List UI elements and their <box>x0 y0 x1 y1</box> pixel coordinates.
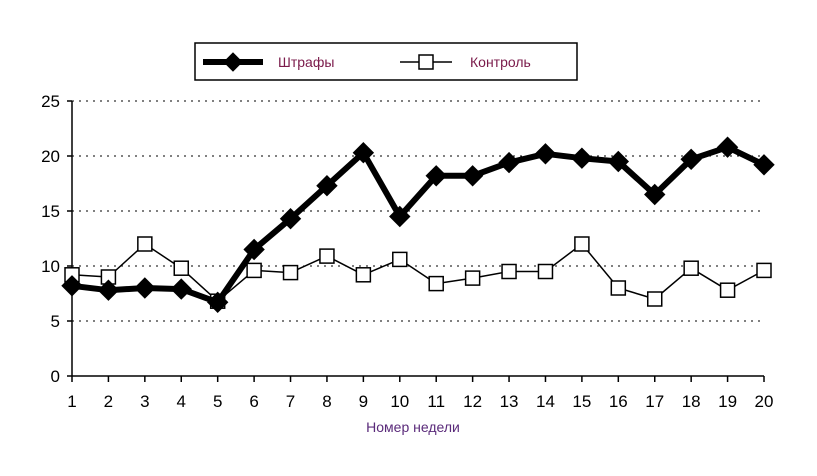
y-tick-label: 20 <box>41 147 60 166</box>
series-point-square <box>574 236 590 252</box>
x-tick-label: 13 <box>500 392 519 411</box>
series-point-diamond <box>534 143 557 165</box>
y-tick-label: 15 <box>41 202 60 221</box>
x-tick-label: 8 <box>322 392 331 411</box>
legend-item-penalties: Штрафы <box>203 52 334 72</box>
series-point-diamond <box>97 279 120 301</box>
x-tick-label: 7 <box>286 392 295 411</box>
x-axis-title: Номер недели <box>366 419 460 435</box>
y-tick-label: 25 <box>41 92 60 111</box>
x-tick-label: 4 <box>177 392 186 411</box>
legend: Штрафы Контроль <box>194 42 578 81</box>
x-tick-label: 20 <box>755 392 774 411</box>
series-point-diamond <box>716 136 739 158</box>
x-tick-label: 15 <box>572 392 591 411</box>
series-point-square <box>355 267 372 283</box>
series-point-diamond <box>279 207 302 230</box>
x-tick-label: 10 <box>390 392 409 411</box>
series-point-diamond <box>389 205 411 228</box>
x-tick-label: 1 <box>67 392 76 411</box>
series-point-diamond <box>498 151 520 174</box>
series-point-diamond <box>644 183 666 206</box>
x-tick-label: 5 <box>213 392 222 411</box>
series-point-diamond <box>680 148 702 171</box>
series-point-diamond <box>425 165 447 187</box>
series-point-diamond <box>170 278 192 300</box>
x-tick-label: 11 <box>427 392 445 411</box>
series-point-diamond <box>243 238 265 261</box>
y-tick-label: 5 <box>51 312 60 331</box>
series-point-square <box>756 262 772 279</box>
x-tick-label: 19 <box>718 392 737 411</box>
y-tick-label: 10 <box>41 257 60 276</box>
series-point-square <box>428 275 444 292</box>
x-tick-label: 18 <box>682 392 701 411</box>
series-control <box>64 236 772 309</box>
legend-label: Контроль <box>470 54 531 70</box>
series-point-square <box>392 251 408 268</box>
series-point-square <box>246 262 262 279</box>
series-point-square <box>610 280 627 296</box>
series-point-diamond <box>316 174 338 197</box>
series-point-square <box>319 248 335 264</box>
series-point-diamond <box>461 165 484 187</box>
legend-box <box>194 42 578 81</box>
series-line <box>71 144 766 306</box>
series-point-diamond <box>61 275 83 297</box>
series-point-square <box>501 263 517 280</box>
series-point-square <box>173 260 190 276</box>
x-tick-label: 2 <box>104 392 113 411</box>
x-tick-label: 9 <box>359 392 368 411</box>
series-point-diamond <box>206 291 229 314</box>
series-point-square <box>418 54 434 70</box>
series-point-diamond <box>571 147 593 169</box>
x-tick-label: 3 <box>140 392 149 411</box>
legend-label: Штрафы <box>278 54 334 70</box>
series-point-diamond <box>223 52 243 72</box>
series-point-square <box>683 260 699 276</box>
series-point-square <box>137 236 153 252</box>
series-point-square <box>537 263 554 280</box>
x-tick-label: 14 <box>536 392 555 411</box>
series-point-diamond <box>352 141 375 164</box>
series-point-square <box>464 270 481 286</box>
series-point-square <box>719 282 736 298</box>
series-penalties <box>61 136 775 314</box>
series-point-square <box>646 291 663 307</box>
x-tick-label: 6 <box>249 392 258 411</box>
series-point-diamond <box>134 277 156 299</box>
series-point-diamond <box>607 150 630 173</box>
x-tick-label: 16 <box>609 392 628 411</box>
series-point-diamond <box>753 154 775 176</box>
series-layer <box>61 136 775 314</box>
series-point-square <box>282 264 299 281</box>
legend-item-control: Контроль <box>400 54 531 70</box>
x-tick-label: 12 <box>463 392 482 411</box>
x-tick-label: 17 <box>645 392 664 411</box>
y-tick-label: 0 <box>51 367 60 386</box>
